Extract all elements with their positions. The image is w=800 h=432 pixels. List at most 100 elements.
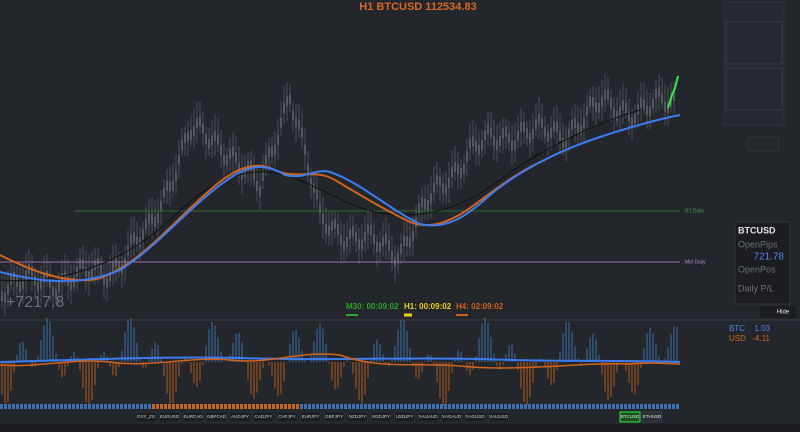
candle-body (181, 139, 183, 150)
candle-body (40, 279, 42, 290)
hide-button[interactable] (760, 306, 796, 318)
strip-cell (224, 404, 227, 409)
candle-body (493, 136, 495, 147)
symbol-button-label[interactable]: EURJPY (302, 414, 320, 419)
symbol-button-label[interactable]: USDJPY (396, 414, 414, 419)
candle-body (433, 182, 435, 193)
candle-body (664, 101, 666, 112)
candle-body (361, 239, 363, 250)
strip-cell (80, 404, 83, 409)
candle-body (355, 231, 357, 242)
symbol-button-label[interactable]: EURUSD (160, 414, 180, 419)
symbol-button-label[interactable]: GBPCAD (207, 414, 227, 419)
strip-cell (628, 404, 631, 409)
symbol-button[interactable] (229, 411, 251, 423)
candle-body (427, 200, 429, 211)
strip-cell (444, 404, 447, 409)
symbol-button[interactable] (276, 411, 298, 423)
symbol-button-label[interactable]: XAUUSD (489, 414, 509, 419)
symbol-button-label[interactable]: AUDJPY (231, 414, 249, 419)
candle-body (148, 213, 150, 224)
strip-cell (284, 404, 287, 409)
symbol-button-label[interactable]: XAGAUD (442, 414, 462, 419)
symbol-button[interactable] (488, 411, 509, 423)
active-button[interactable] (619, 411, 641, 423)
symbol-button[interactable] (417, 411, 439, 423)
strip-cell (432, 404, 435, 409)
active-button-label[interactable]: BTCUSD (621, 414, 640, 419)
strip-cell (216, 404, 219, 409)
strip-cell (212, 404, 215, 409)
symbol-button-label[interactable]: NZDJPY (349, 414, 367, 419)
symbol-button-label[interactable]: EURCAD (183, 414, 203, 419)
candle-body (187, 131, 189, 142)
symbol-button[interactable] (370, 411, 392, 423)
symbol-button-label[interactable]: XAUAUD (419, 414, 439, 419)
strip-cell (136, 404, 139, 409)
symbol-button-label[interactable]: XAGUSD (465, 414, 485, 419)
candle-body (607, 89, 609, 100)
symbol-button[interactable] (441, 411, 462, 423)
candle-body (286, 96, 288, 107)
candle-body (655, 89, 657, 100)
candle-body (316, 189, 318, 200)
strip-cell (364, 404, 367, 409)
candle-body (349, 229, 351, 240)
active-button-label[interactable]: ETHUSD (643, 414, 662, 419)
candle-body (481, 139, 483, 150)
candle-body (178, 154, 180, 165)
symbol-button-label[interactable]: CADJPY (255, 414, 273, 419)
strip-cell (244, 404, 247, 409)
label: Daily P/L (738, 283, 774, 293)
symbol-button[interactable] (394, 411, 415, 423)
candle-body (436, 174, 438, 185)
candle-body (46, 270, 48, 281)
candle-body (391, 250, 393, 261)
symbol-button[interactable] (253, 411, 274, 423)
candle-body (661, 93, 663, 104)
candle-body (196, 118, 198, 129)
candle-body (544, 126, 546, 137)
strip-cell (68, 404, 71, 409)
symbol-button[interactable] (182, 411, 204, 423)
candle-body (226, 155, 228, 166)
candle-body (463, 163, 465, 174)
strip-cell (72, 404, 75, 409)
symbol-button-label[interactable]: CHFJPY (278, 414, 296, 419)
candle-body (247, 160, 249, 171)
symbol-button[interactable] (464, 411, 486, 423)
symbol-button-label[interactable]: SGDJPY (372, 414, 390, 419)
strip-cell (160, 404, 163, 409)
candle-body (412, 231, 414, 242)
symbol-button-label[interactable]: DXY_ZS (137, 414, 155, 419)
strip-cell (316, 404, 319, 409)
symbol-button[interactable] (159, 411, 180, 423)
symbol-button-label[interactable]: GBPJPY (325, 414, 343, 419)
strip-cell (120, 404, 123, 409)
candle-body (643, 99, 645, 110)
strip-cell (632, 404, 635, 409)
strip-cell (64, 404, 67, 409)
candle-body (619, 105, 621, 116)
candle-body (601, 96, 603, 107)
strip-cell (48, 404, 51, 409)
strip-cell (104, 404, 107, 409)
hide-button-label[interactable]: Hide (777, 310, 790, 316)
symbol-button[interactable] (206, 411, 227, 423)
symbol-button[interactable] (323, 411, 345, 423)
strip-cell (280, 404, 283, 409)
strip-cell (672, 404, 675, 409)
symbol-button[interactable] (135, 411, 157, 423)
strip-cell (296, 404, 299, 409)
candle-body (118, 261, 120, 272)
strip-cell (544, 404, 547, 409)
symbol-button[interactable] (347, 411, 368, 423)
label: OpenPos (738, 264, 776, 274)
strip-cell (476, 404, 479, 409)
candle-body (487, 124, 489, 135)
candle-body (652, 98, 654, 109)
active-button[interactable] (641, 411, 663, 423)
candle-body (319, 203, 321, 214)
symbol-button[interactable] (300, 411, 321, 423)
candle-body (217, 134, 219, 145)
